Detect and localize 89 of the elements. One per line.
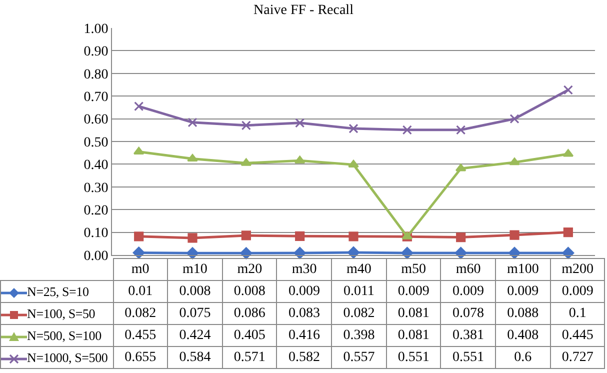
data-label: 0.416 bbox=[276, 324, 332, 346]
x-tick-label: m50 bbox=[386, 258, 441, 280]
data-label: 0.075 bbox=[168, 302, 222, 324]
data-label: 0.551 bbox=[386, 346, 441, 368]
data-label: 0.011 bbox=[332, 280, 386, 302]
point bbox=[134, 232, 144, 242]
y-tick-label: 0.30 bbox=[84, 180, 108, 196]
data-label: 0.582 bbox=[276, 346, 332, 368]
point bbox=[456, 232, 466, 242]
point bbox=[348, 124, 358, 134]
data-label: 0.6 bbox=[496, 346, 550, 368]
point bbox=[294, 246, 306, 259]
data-label: 0.008 bbox=[168, 280, 222, 302]
point bbox=[401, 246, 414, 259]
data-label: 0.081 bbox=[386, 324, 441, 346]
data-label: 0.381 bbox=[440, 324, 496, 346]
data-label: 0.557 bbox=[332, 346, 386, 368]
point bbox=[510, 114, 520, 124]
point bbox=[134, 102, 144, 112]
x-tick-label: m0 bbox=[113, 258, 168, 280]
point bbox=[562, 246, 574, 259]
data-label: 0.424 bbox=[168, 324, 222, 346]
point bbox=[188, 233, 198, 243]
data-label: 0.009 bbox=[276, 280, 332, 302]
point bbox=[295, 118, 305, 128]
data-label: 0.405 bbox=[222, 324, 277, 346]
y-tick-label: 0.10 bbox=[84, 226, 108, 242]
data-label: 0.009 bbox=[496, 280, 550, 302]
data-label: 0.551 bbox=[440, 346, 496, 368]
y-tick-label: 0.00 bbox=[84, 248, 108, 264]
data-label: 0.008 bbox=[222, 280, 277, 302]
data-label: 0.655 bbox=[113, 346, 168, 368]
x-tick-label: m30 bbox=[276, 258, 332, 280]
y-tick-label: 0.80 bbox=[84, 67, 108, 82]
data-label: 0.445 bbox=[550, 324, 605, 346]
x-tick-label: m60 bbox=[440, 258, 496, 280]
point bbox=[241, 120, 251, 130]
legend-label: N=500, S=100 bbox=[27, 328, 102, 342]
x-tick-label: m100 bbox=[496, 258, 550, 280]
x-tick-label: m200 bbox=[550, 258, 605, 280]
legend-label: N=1000, S=500 bbox=[27, 350, 108, 364]
y-tick-label: 0.20 bbox=[84, 204, 108, 218]
point bbox=[348, 160, 359, 168]
y-tick-label: 0.90 bbox=[84, 44, 108, 60]
data-label: 0.009 bbox=[386, 280, 441, 302]
point bbox=[509, 158, 520, 166]
data-label: 0.571 bbox=[222, 346, 277, 368]
data-label: 0.1 bbox=[550, 302, 605, 324]
data-label: 0.584 bbox=[168, 346, 222, 368]
data-label: 0.082 bbox=[113, 302, 168, 324]
y-tick-label: 1.00 bbox=[84, 22, 108, 37]
data-label: 0.009 bbox=[550, 280, 605, 302]
point bbox=[563, 228, 573, 238]
point bbox=[241, 230, 251, 240]
legend-label: N=25, S=10 bbox=[27, 284, 89, 298]
data-label: 0.086 bbox=[222, 302, 277, 324]
point bbox=[132, 246, 145, 259]
point bbox=[456, 125, 466, 135]
data-label: 0.398 bbox=[332, 324, 386, 346]
data-label: 0.088 bbox=[496, 302, 550, 324]
x-tick-label: m10 bbox=[168, 258, 222, 280]
point bbox=[133, 146, 144, 155]
data-label: 0.081 bbox=[386, 302, 441, 324]
point bbox=[510, 230, 520, 240]
y-tick-label: 0.40 bbox=[84, 158, 108, 174]
point bbox=[188, 118, 198, 128]
x-tick-label: m40 bbox=[332, 258, 386, 280]
y-tick-label: 0.50 bbox=[84, 135, 108, 150]
chart-title: Naive FF - Recall bbox=[254, 2, 354, 18]
point bbox=[402, 125, 412, 135]
data-label: 0.408 bbox=[496, 324, 550, 346]
data-label: 0.01 bbox=[113, 280, 168, 302]
point bbox=[563, 85, 573, 95]
point bbox=[348, 232, 358, 242]
data-label: 0.078 bbox=[440, 302, 496, 324]
point bbox=[187, 154, 198, 162]
point bbox=[454, 246, 467, 259]
y-tick-label: 0.60 bbox=[84, 112, 108, 128]
data-label: 0.455 bbox=[113, 324, 168, 346]
point bbox=[348, 246, 360, 258]
point bbox=[295, 231, 305, 241]
x-tick-label: m20 bbox=[222, 258, 277, 280]
legend-label: N=100, S=50 bbox=[27, 306, 96, 320]
data-label: 0.083 bbox=[276, 302, 332, 324]
data-label: 0.009 bbox=[440, 280, 496, 302]
y-tick-label: 0.70 bbox=[84, 90, 108, 105]
point bbox=[186, 247, 198, 260]
data-label: 0.727 bbox=[550, 346, 605, 368]
data-label: 0.082 bbox=[332, 302, 386, 324]
